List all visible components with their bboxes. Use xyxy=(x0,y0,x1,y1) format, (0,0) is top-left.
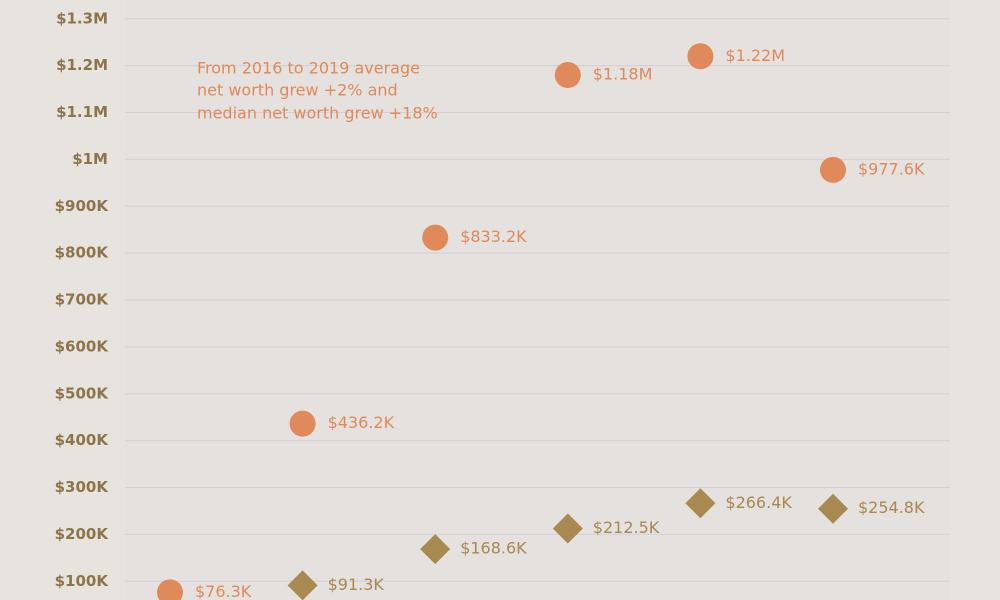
value-label: $91.3K xyxy=(328,575,385,594)
average-dot xyxy=(289,410,316,437)
y-tick-label: $100K xyxy=(55,572,110,590)
y-tick-label: $600K xyxy=(55,337,110,355)
median-diamond xyxy=(420,534,451,565)
annotation: From 2016 to 2019 average xyxy=(197,59,420,78)
y-tick-label: $1M xyxy=(72,150,108,168)
value-label: $1.18M xyxy=(593,65,653,84)
value-label: $1.22M xyxy=(725,46,785,65)
median-diamond xyxy=(818,493,848,524)
y-tick-label: $1.3M xyxy=(56,9,108,27)
y-tick-label: $500K xyxy=(55,384,110,402)
value-label: $76.3K xyxy=(195,582,252,600)
annotation: median net worth grew +18% xyxy=(197,104,438,123)
y-tick-label: $1.1M xyxy=(56,103,108,121)
value-label: $977.6K xyxy=(858,159,925,178)
average-dot xyxy=(422,224,449,251)
value-label: $254.8K xyxy=(858,498,925,517)
y-tick-label: $1.2M xyxy=(56,56,108,74)
y-tick-label: $400K xyxy=(55,431,110,449)
y-tick-label: $700K xyxy=(55,291,110,309)
annotation: net worth grew +2% and xyxy=(197,81,398,100)
value-label: $168.6K xyxy=(460,539,527,558)
average-dot xyxy=(554,62,581,88)
value-label: $212.5K xyxy=(593,518,660,537)
y-tick-label: $200K xyxy=(55,525,110,543)
average-dot xyxy=(820,156,846,183)
y-tick-label: $900K xyxy=(55,197,110,215)
y-tick-label: $300K xyxy=(55,478,110,496)
median-diamond xyxy=(552,513,583,544)
average-dot xyxy=(157,579,183,600)
median-diamond xyxy=(287,570,318,600)
value-label: $833.2K xyxy=(460,227,527,246)
value-label: $436.2K xyxy=(328,413,395,432)
y-tick-label: $800K xyxy=(55,244,110,262)
average-dot xyxy=(687,43,714,70)
median-diamond xyxy=(685,488,716,519)
value-label: $266.4K xyxy=(725,493,792,512)
